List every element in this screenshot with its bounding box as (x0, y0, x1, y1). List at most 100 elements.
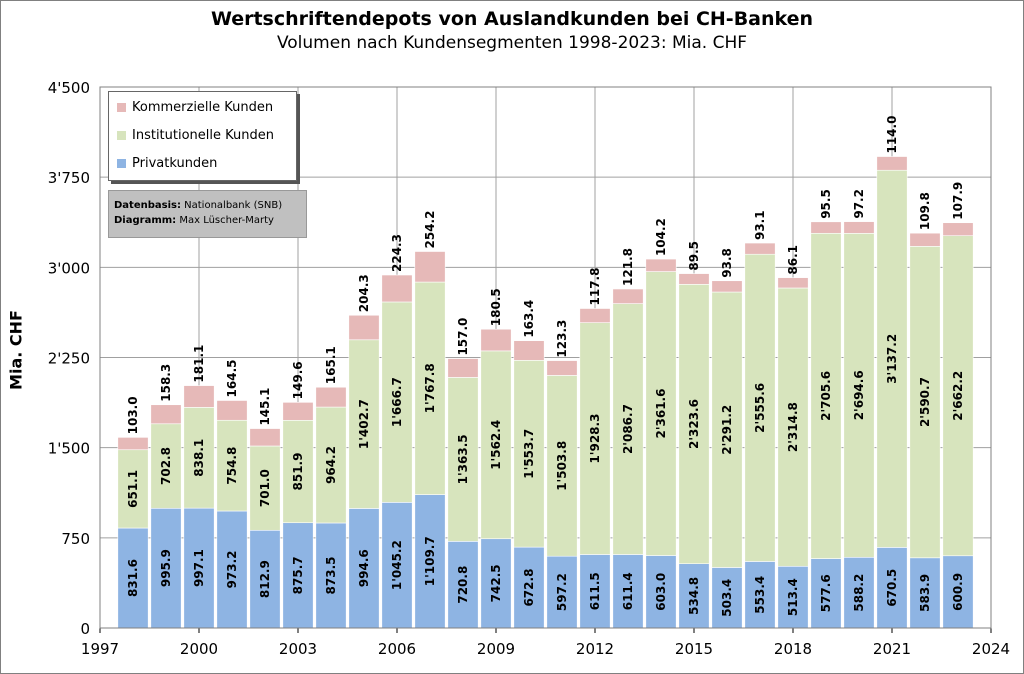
data-label: 104.2 (654, 218, 668, 256)
legend-swatch-institutionell (117, 131, 126, 140)
bar-institutionell (645, 271, 677, 556)
bar-kommerziell (117, 437, 149, 451)
bar-kommerziell (183, 385, 215, 408)
bar-kommerziell (645, 258, 677, 272)
data-label: 553.4 (753, 576, 767, 614)
bar-institutionell (810, 232, 842, 559)
data-label: 103.0 (126, 396, 140, 434)
data-label: 2'314.8 (786, 402, 800, 452)
legend-item-kommerziell: Kommerzielle Kunden (117, 99, 273, 117)
bar-institutionell (348, 339, 380, 509)
y-tick-label: 3'000 (48, 259, 90, 277)
data-label: 93.1 (753, 210, 767, 240)
legend-label-kommerziell: Kommerzielle Kunden (132, 100, 274, 115)
data-label: 95.5 (819, 189, 833, 219)
bar-kommerziell (381, 274, 413, 303)
data-label: 964.2 (324, 446, 338, 484)
data-label: 107.9 (951, 182, 965, 220)
x-tick-label: 1997 (81, 640, 119, 658)
bar-institutionell (678, 284, 710, 565)
bar-privat (810, 558, 842, 629)
bar-privat (480, 538, 512, 629)
bar-kommerziell (711, 280, 743, 293)
x-tick-label: 2021 (873, 640, 911, 658)
data-label: 534.8 (687, 577, 701, 615)
data-label: 851.9 (291, 453, 305, 491)
legend-label-privat: Privatkunden (132, 156, 218, 171)
data-label: 1'402.7 (357, 399, 371, 449)
data-label: 611.5 (588, 572, 602, 610)
data-label: 875.7 (291, 556, 305, 594)
bar-institutionell (447, 377, 479, 542)
bar-privat (447, 541, 479, 629)
bar-kommerziell (249, 428, 281, 447)
data-label: 1'562.4 (489, 420, 503, 470)
bar-kommerziell (546, 360, 578, 376)
data-label: 93.8 (720, 248, 734, 278)
data-label: 123.3 (555, 320, 569, 358)
data-label: 3'137.2 (885, 334, 899, 384)
x-tick-label: 2009 (477, 640, 515, 658)
data-label: 831.6 (126, 559, 140, 597)
bar-privat (777, 565, 809, 629)
data-label: 117.8 (588, 268, 602, 306)
data-label: 611.4 (621, 572, 635, 610)
y-tick-label: 750 (61, 530, 90, 548)
bar-institutionell (744, 253, 776, 562)
data-label: 1'553.7 (522, 429, 536, 479)
data-label: 997.1 (192, 549, 206, 587)
data-label: 603.0 (654, 573, 668, 611)
data-label: 1'109.7 (423, 536, 437, 586)
source-box: Datenbasis: Nationalbank (SNB) Diagramm:… (108, 190, 307, 238)
data-label: 995.9 (159, 549, 173, 587)
data-label: 89.5 (687, 241, 701, 271)
source-diagram-value: Max Lüscher-Marty (179, 215, 274, 226)
bar-privat (678, 563, 710, 629)
bar-kommerziell (579, 308, 611, 323)
x-tick-label: 2012 (576, 640, 614, 658)
bar-privat (942, 555, 974, 629)
data-label: 1'666.7 (390, 377, 404, 427)
data-label: 503.4 (720, 579, 734, 617)
bar-institutionell (546, 375, 578, 557)
bar-kommerziell (282, 402, 314, 421)
bar-kommerziell (150, 404, 182, 425)
data-label: 2'590.7 (918, 377, 932, 427)
y-tick-label: 1'500 (48, 440, 90, 458)
legend-label-institutionell: Institutionelle Kunden (132, 128, 274, 143)
x-tick-label: 2024 (972, 640, 1010, 658)
bar-kommerziell (480, 328, 512, 352)
bar-privat (843, 556, 875, 629)
data-label: 1'045.2 (390, 540, 404, 590)
bar-institutionell (183, 407, 215, 509)
bar-privat (381, 502, 413, 629)
data-label: 583.9 (918, 574, 932, 612)
bar-privat (876, 547, 908, 629)
data-label: 754.8 (225, 447, 239, 485)
data-label: 1'363.5 (456, 434, 470, 484)
bar-kommerziell (678, 273, 710, 285)
y-tick-label: 4'500 (48, 79, 90, 97)
bar-kommerziell (612, 288, 644, 304)
data-label: 2'323.6 (687, 399, 701, 449)
y-tick-label: 2'250 (48, 350, 90, 368)
data-label: 742.5 (489, 564, 503, 602)
bar-privat (579, 554, 611, 629)
bar-privat (546, 555, 578, 629)
data-label: 577.6 (819, 574, 833, 612)
bar-kommerziell (909, 232, 941, 247)
bar-kommerziell (315, 386, 347, 408)
data-label: 97.2 (852, 189, 866, 219)
data-label: 973.2 (225, 551, 239, 589)
data-label: 812.9 (258, 560, 272, 598)
data-label: 873.5 (324, 557, 338, 595)
bar-kommerziell (843, 221, 875, 234)
legend-item-privat: Privatkunden (117, 155, 217, 173)
legend-item-institutionell: Institutionelle Kunden (117, 127, 274, 145)
bar-institutionell (876, 169, 908, 548)
bar-institutionell (414, 281, 446, 495)
data-label: 181.1 (192, 345, 206, 383)
bar-kommerziell (810, 221, 842, 234)
source-line-data: Datenbasis: Nationalbank (SNB) (114, 200, 282, 211)
data-label: 157.0 (456, 318, 470, 356)
